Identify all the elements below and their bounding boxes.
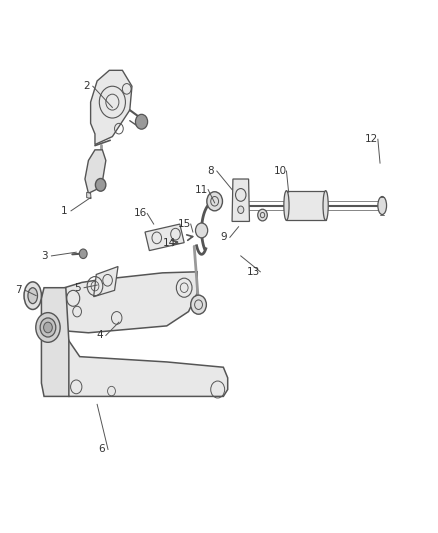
Text: 15: 15 — [177, 219, 191, 229]
Circle shape — [238, 206, 244, 214]
Polygon shape — [145, 224, 184, 251]
Text: 4: 4 — [96, 330, 102, 341]
Bar — [286, 191, 325, 220]
Ellipse shape — [378, 197, 387, 215]
Circle shape — [40, 318, 56, 337]
Text: 16: 16 — [134, 208, 147, 219]
Circle shape — [95, 179, 106, 191]
Text: 14: 14 — [162, 238, 176, 248]
Circle shape — [44, 322, 52, 333]
Text: 12: 12 — [365, 134, 378, 144]
Text: 1: 1 — [61, 206, 68, 216]
Circle shape — [195, 223, 208, 238]
Polygon shape — [232, 179, 250, 221]
Polygon shape — [42, 288, 69, 397]
Ellipse shape — [323, 191, 328, 220]
Circle shape — [135, 114, 148, 129]
Text: 3: 3 — [42, 251, 48, 261]
Ellipse shape — [284, 191, 289, 220]
Polygon shape — [91, 70, 132, 144]
Text: 9: 9 — [220, 232, 226, 243]
Circle shape — [191, 295, 206, 314]
Text: 11: 11 — [195, 184, 208, 195]
Text: 8: 8 — [207, 166, 214, 176]
Ellipse shape — [28, 288, 38, 304]
Text: 5: 5 — [74, 282, 81, 293]
Text: 7: 7 — [15, 285, 22, 295]
Polygon shape — [62, 272, 197, 333]
Text: 13: 13 — [247, 267, 261, 277]
Polygon shape — [87, 192, 91, 199]
Text: 10: 10 — [273, 166, 286, 176]
Polygon shape — [85, 150, 106, 193]
Ellipse shape — [24, 282, 42, 310]
Circle shape — [79, 249, 87, 259]
Text: 6: 6 — [98, 445, 105, 455]
Ellipse shape — [258, 209, 267, 221]
Polygon shape — [62, 332, 228, 397]
Circle shape — [207, 192, 223, 211]
Polygon shape — [94, 266, 118, 297]
Circle shape — [36, 313, 60, 342]
Text: 2: 2 — [83, 81, 89, 91]
